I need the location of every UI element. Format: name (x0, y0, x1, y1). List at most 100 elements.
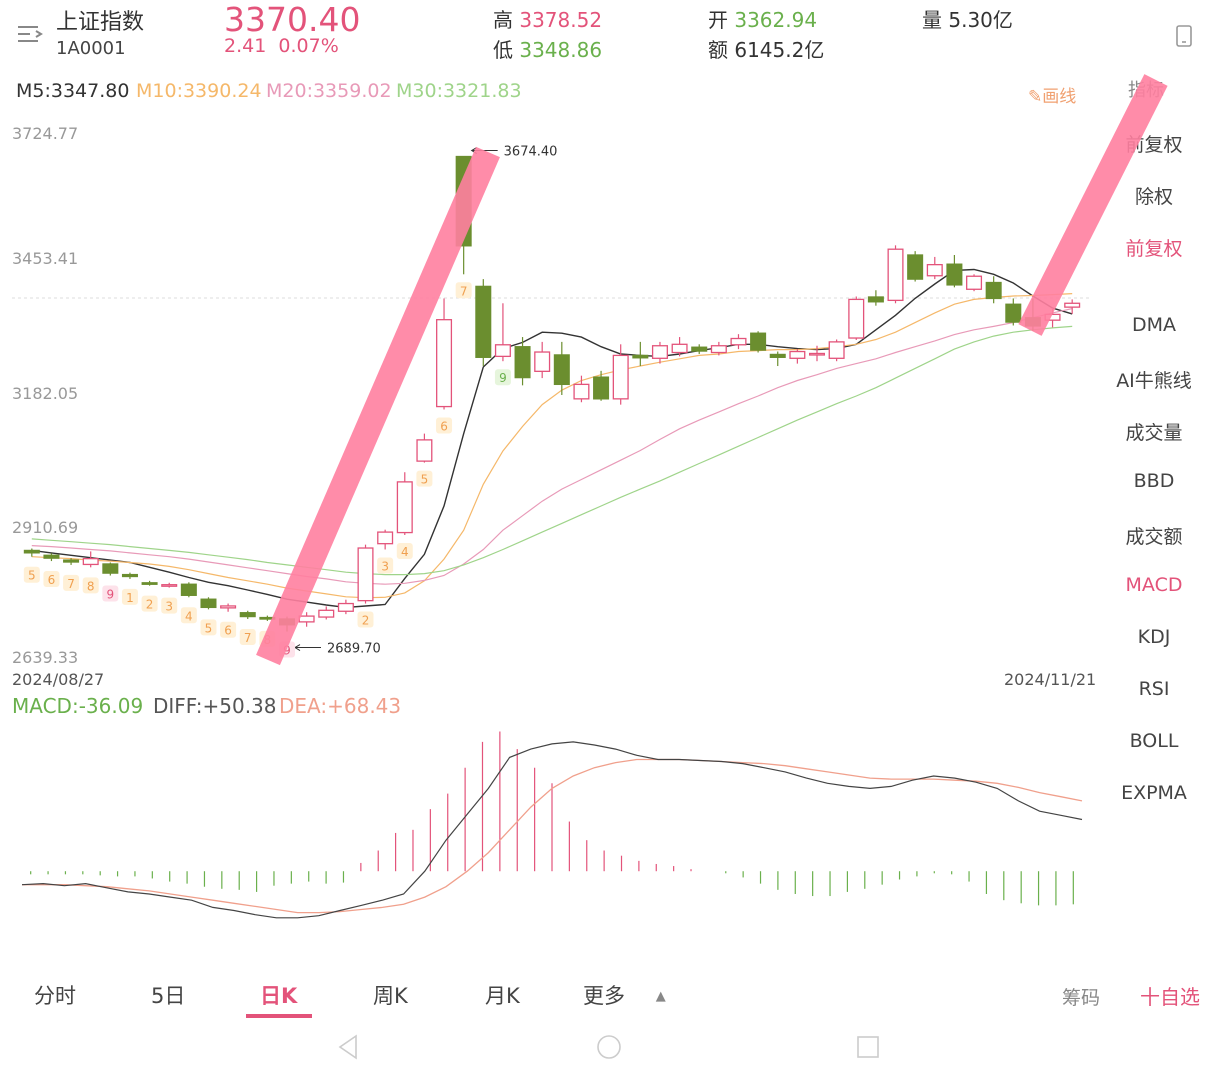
y-tick: 3453.41 (12, 249, 79, 268)
candle-body (1044, 313, 1061, 321)
current-price: 3370.40 (224, 0, 361, 39)
ma10-label: M10:3390.24 (136, 80, 262, 102)
open-value: 3362.94 (734, 8, 818, 32)
sequence-number: 5 (421, 473, 429, 487)
candle-body (494, 344, 511, 358)
tab-daily-k[interactable]: 日K (260, 984, 298, 1008)
candle-body (318, 609, 335, 618)
y-tick: 2910.69 (12, 518, 79, 537)
candle-body (750, 332, 767, 351)
macd-dea-line (22, 758, 1083, 914)
candle-body (23, 549, 40, 554)
candle-body (475, 285, 492, 358)
sidebar-item-dma[interactable]: DMA (1131, 314, 1177, 336)
ma-line-m20 (31, 308, 1073, 585)
candle-body (455, 155, 472, 247)
amount-value: 6145.2亿 (734, 38, 825, 62)
candle-body (593, 376, 610, 400)
candle-body (710, 345, 727, 354)
sequence-number: 8 (264, 633, 272, 647)
tab-more[interactable]: 更多 ▲ (583, 980, 666, 1010)
add-watchlist-button[interactable]: 十自选 (1140, 985, 1200, 1009)
open-stat: 开 3362.94 (708, 4, 817, 33)
volume-stat: 量 5.30亿 (922, 4, 1013, 33)
phone-icon[interactable] (1174, 24, 1194, 48)
chip-button[interactable]: 筹码 (1062, 987, 1101, 1009)
sequence-number: 9 (283, 644, 291, 658)
high-marker-arrow (470, 147, 498, 154)
indicator-button[interactable]: 指标 (1128, 80, 1164, 101)
stock-name: 上证指数 (56, 10, 145, 35)
amount-label: 额 (708, 38, 728, 62)
candle-body (867, 296, 884, 303)
sequence-badge (63, 574, 80, 591)
candle-body (671, 343, 688, 354)
candle-body (691, 346, 708, 352)
candle-body (436, 319, 453, 408)
candle-body (534, 351, 551, 372)
sidebar-item-kdj[interactable]: KDJ (1137, 626, 1171, 648)
sidebar-item-boll[interactable]: BOLL (1129, 730, 1179, 752)
tab-intraday[interactable]: 分时 (34, 984, 76, 1008)
dea-value: DEA:+68.43 (279, 694, 402, 718)
sidebar-item-turnover[interactable]: 成交额 (1125, 526, 1183, 548)
low-marker-arrow (294, 644, 321, 651)
candle-body (357, 547, 374, 602)
candle-body (82, 557, 99, 566)
candle-body (632, 354, 649, 359)
low-label: 低 (493, 38, 513, 62)
candle-body (200, 598, 217, 609)
sidebar-item-ai-bull-bear[interactable]: AI牛熊线 (1116, 370, 1192, 392)
ma-line-m10 (31, 293, 1073, 599)
sidebar-item-macd[interactable]: MACD (1125, 574, 1183, 596)
y-tick: 3724.77 (12, 124, 79, 143)
sidebar-item-expma[interactable]: EXPMA (1121, 782, 1187, 804)
sequence-number: 7 (244, 631, 252, 645)
high-value: 3378.52 (519, 8, 603, 32)
macd-diff-line (21, 741, 1083, 919)
macd-value: MACD:-36.09 (12, 694, 144, 718)
candle-body (278, 618, 296, 626)
candle-body (848, 298, 865, 339)
ma5-label: M5:3347.80 (16, 80, 130, 102)
sidebar-item-forward-adjust-active[interactable]: 前复权 (1125, 238, 1183, 260)
candle-body (926, 263, 943, 277)
sequence-badge (82, 577, 99, 594)
sequence-number: 7 (460, 284, 468, 298)
start-date: 2024/08/27 (12, 670, 105, 689)
candle-body (180, 583, 197, 596)
candle-body (514, 346, 531, 379)
sidebar-item-ex-right[interactable]: 除权 (1134, 186, 1173, 208)
tab-weekly-k[interactable]: 周K (373, 984, 408, 1008)
sidebar-item-forward-adjust[interactable]: 前复权 (1125, 134, 1183, 156)
recent-apps-icon[interactable] (855, 1032, 881, 1066)
candle-body (220, 605, 237, 609)
sidebar-item-volume[interactable]: 成交量 (1125, 422, 1183, 444)
tab-more-label: 更多 (583, 984, 625, 1008)
candle-body (377, 531, 394, 545)
candle-body (239, 612, 256, 618)
candle-body (573, 383, 590, 400)
candle-body (651, 345, 668, 359)
sidebar-item-bbd[interactable]: BBD (1133, 470, 1175, 492)
tab-5day[interactable]: 5日 (151, 984, 186, 1008)
candle-body (337, 602, 354, 612)
menu-icon[interactable] (16, 22, 44, 46)
caret-up-icon: ▲ (655, 989, 666, 1004)
candle-body (553, 354, 570, 386)
active-tab-indicator (246, 1014, 312, 1018)
sequence-number: 6 (48, 573, 56, 587)
volume-label: 量 (922, 8, 942, 32)
tab-monthly-k[interactable]: 月K (485, 984, 520, 1008)
home-nav-icon[interactable] (595, 1032, 623, 1066)
candle-body (63, 559, 80, 563)
sequence-number: 9 (499, 371, 507, 385)
sequence-number: 4 (185, 609, 193, 623)
candle-body (946, 263, 963, 286)
candle-body (966, 275, 983, 290)
candle-body (612, 354, 629, 400)
back-nav-icon[interactable] (336, 1032, 360, 1066)
sequence-number: 3 (165, 600, 173, 614)
sidebar-item-rsi[interactable]: RSI (1138, 678, 1170, 700)
